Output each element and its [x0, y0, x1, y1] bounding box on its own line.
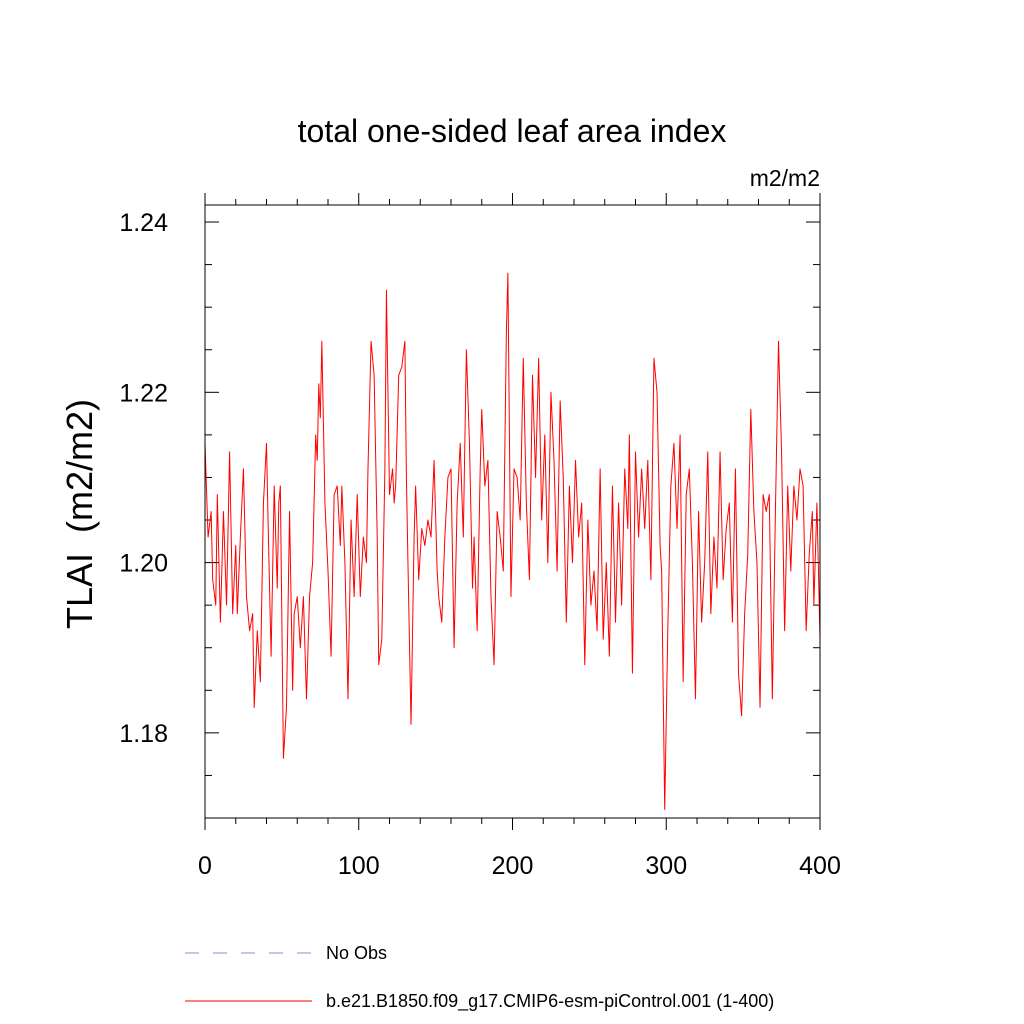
- x-tick-label: 100: [338, 852, 380, 880]
- x-tick-label: 0: [198, 852, 212, 880]
- y-tick-label: 1.22: [119, 379, 168, 407]
- x-tick-label: 400: [799, 852, 841, 880]
- legend-label-no-obs: No Obs: [326, 943, 387, 963]
- chart-title: total one-sided leaf area index: [298, 113, 727, 149]
- axis-ticks: [204, 193, 821, 830]
- legend-label-model-run: b.e21.B1850.f09_g17.CMIP6-esm-piControl.…: [326, 991, 774, 1012]
- plot-frame: [204, 204, 821, 819]
- y-tick-label: 1.20: [119, 550, 168, 578]
- series-line: [204, 272, 821, 810]
- legend: No Obs b.e21.B1850.f09_g17.CMIP6-esm-piC…: [185, 943, 774, 1012]
- y-tick-label: 1.18: [119, 720, 168, 748]
- tick-labels: 0 100 200 300 400 1.18 1.20 1.22 1.24: [119, 209, 841, 880]
- x-tick-label: 300: [645, 852, 687, 880]
- y-tick-label: 1.24: [119, 209, 168, 237]
- x-tick-label: 200: [492, 852, 534, 880]
- series-lines: [204, 272, 821, 810]
- y-axis-label: TLAI (m2/m2): [59, 399, 100, 629]
- units-label: m2/m2: [750, 165, 820, 191]
